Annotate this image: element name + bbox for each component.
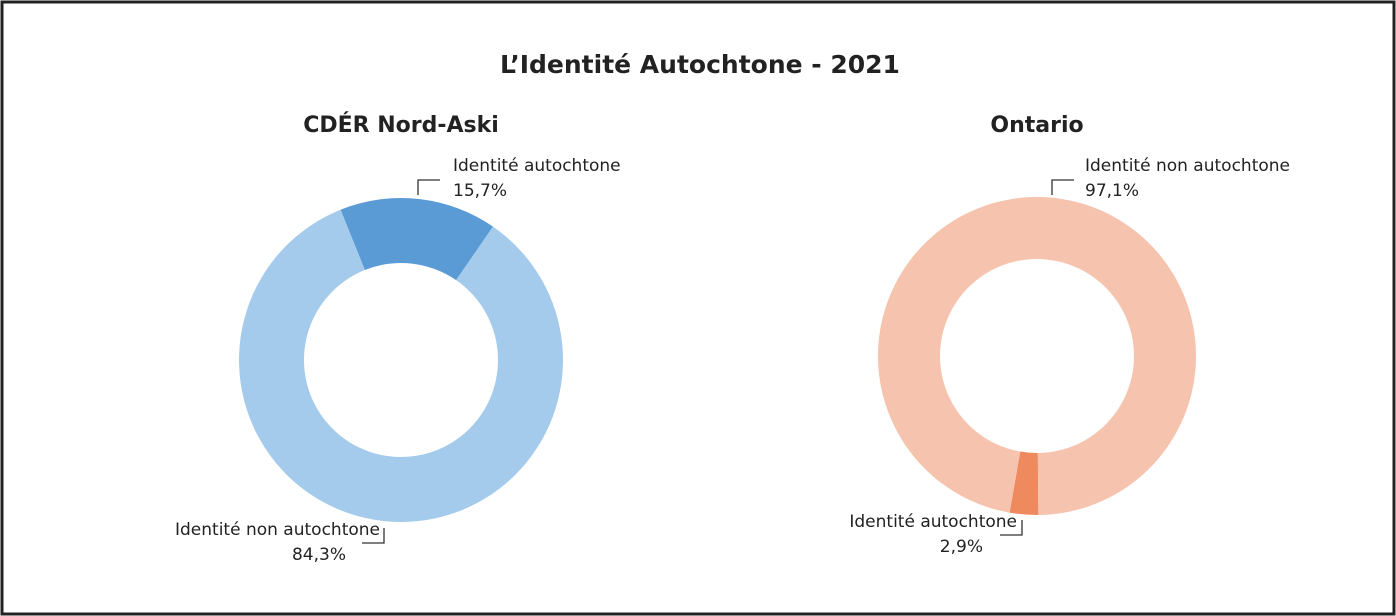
- donut-slice: [877, 196, 1196, 515]
- leader-line: [417, 179, 440, 195]
- slice-label: Identité non autochtone: [175, 520, 380, 540]
- leader-line: [1000, 520, 1023, 536]
- slice-label: Identité non autochtone: [1085, 156, 1290, 176]
- slice-value: 97,1%: [1085, 181, 1139, 201]
- donut-slice: [340, 198, 494, 281]
- leader-line: [1051, 179, 1074, 195]
- slice-value: 84,3%: [292, 545, 346, 565]
- chart-title: Ontario: [990, 113, 1083, 138]
- slice-value: 15,7%: [453, 181, 507, 201]
- leader-line: [362, 528, 385, 544]
- slice-label: Identité autochtone: [849, 512, 1017, 532]
- page-title: L’Identité Autochtone - 2021: [500, 50, 900, 79]
- chart-title: CDÉR Nord-Aski: [303, 112, 499, 138]
- donut-slice: [1009, 451, 1039, 515]
- slice-value: 2,9%: [940, 537, 983, 557]
- slice-label: Identité autochtone: [453, 156, 621, 176]
- donut-slice: [238, 209, 563, 522]
